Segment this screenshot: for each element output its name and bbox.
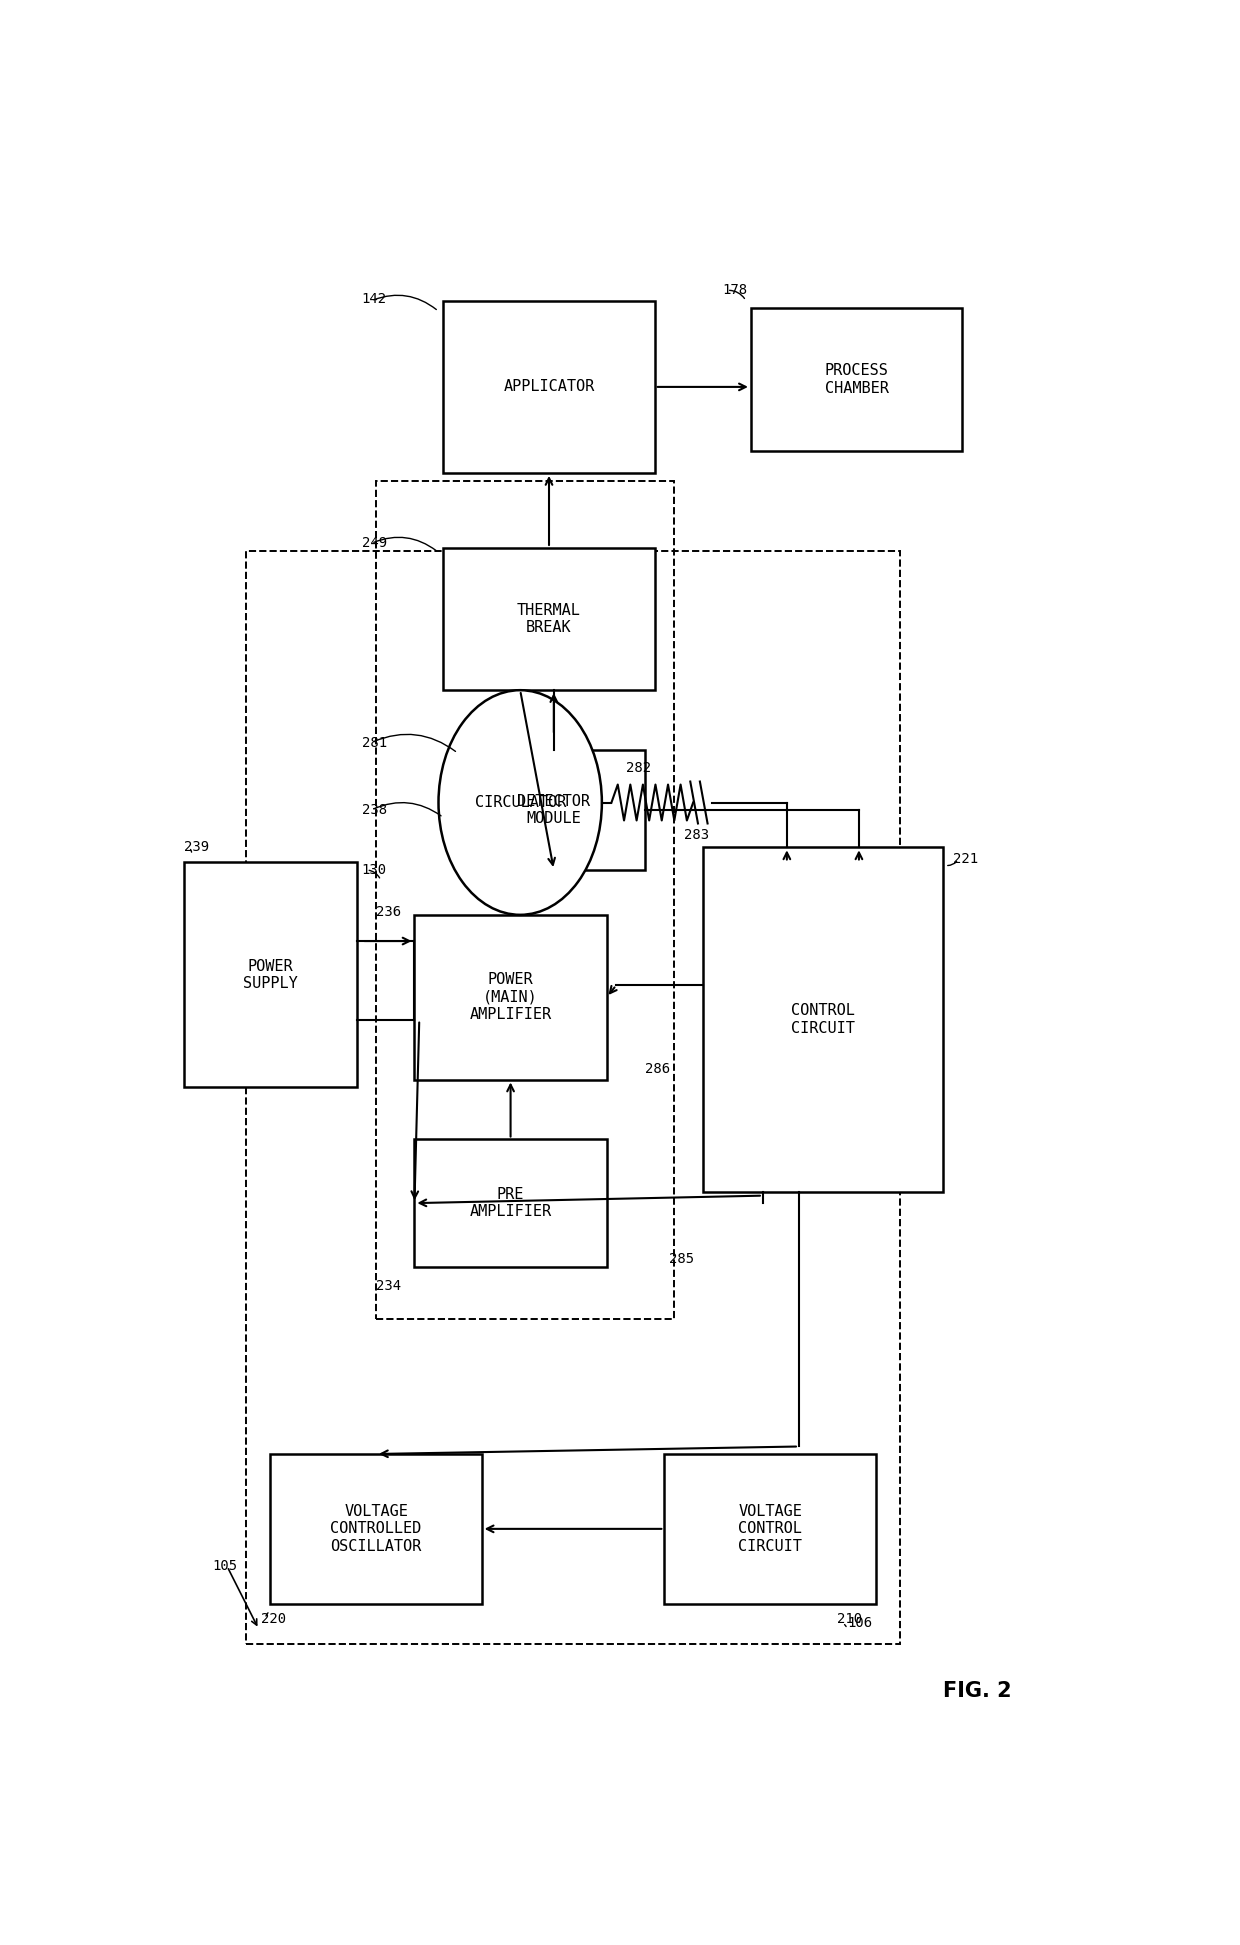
Bar: [444, 301, 655, 473]
Bar: [703, 848, 942, 1192]
Text: 220: 220: [260, 1612, 286, 1626]
Text: PROCESS
CHAMBER: PROCESS CHAMBER: [825, 364, 889, 395]
Text: CONTROL
CIRCUIT: CONTROL CIRCUIT: [791, 1004, 854, 1037]
Bar: [414, 914, 606, 1079]
Ellipse shape: [439, 690, 601, 914]
Text: 283: 283: [683, 829, 709, 842]
Text: 130: 130: [362, 864, 387, 877]
Text: 105: 105: [213, 1560, 238, 1574]
Text: APPLICATOR: APPLICATOR: [503, 379, 595, 395]
Bar: [751, 309, 962, 451]
Text: 286: 286: [645, 1062, 671, 1076]
Bar: [184, 862, 357, 1087]
Text: 282: 282: [626, 760, 651, 774]
Text: POWER
(MAIN)
AMPLIFIER: POWER (MAIN) AMPLIFIER: [470, 972, 552, 1023]
Bar: [463, 751, 645, 869]
Text: 106: 106: [847, 1616, 872, 1630]
Text: 285: 285: [670, 1253, 694, 1266]
Text: PRE
AMPLIFIER: PRE AMPLIFIER: [470, 1186, 552, 1220]
Text: 178: 178: [722, 284, 748, 298]
Text: THERMAL
BREAK: THERMAL BREAK: [517, 603, 582, 636]
Text: VOLTAGE
CONTROLLED
OSCILLATOR: VOLTAGE CONTROLLED OSCILLATOR: [330, 1503, 422, 1554]
Text: 249: 249: [362, 537, 387, 550]
Text: VOLTAGE
CONTROL
CIRCUIT: VOLTAGE CONTROL CIRCUIT: [738, 1503, 802, 1554]
Text: 234: 234: [376, 1280, 402, 1293]
Text: 238: 238: [362, 803, 387, 817]
Text: 210: 210: [837, 1612, 863, 1626]
Text: 221: 221: [952, 852, 978, 866]
Text: 239: 239: [184, 840, 210, 854]
Text: FIG. 2: FIG. 2: [942, 1680, 1012, 1702]
Text: CIRCULATOR: CIRCULATOR: [475, 796, 565, 809]
Text: POWER
SUPPLY: POWER SUPPLY: [243, 959, 298, 990]
Bar: [444, 548, 655, 690]
Text: 236: 236: [376, 904, 402, 918]
Text: 281: 281: [362, 735, 387, 749]
Bar: [414, 1140, 606, 1266]
Bar: [665, 1455, 875, 1605]
Text: DETECTOR
MODULE: DETECTOR MODULE: [517, 794, 590, 827]
Text: 142: 142: [362, 292, 387, 305]
Bar: [270, 1455, 481, 1605]
Bar: [247, 550, 900, 1644]
Bar: [376, 480, 675, 1319]
